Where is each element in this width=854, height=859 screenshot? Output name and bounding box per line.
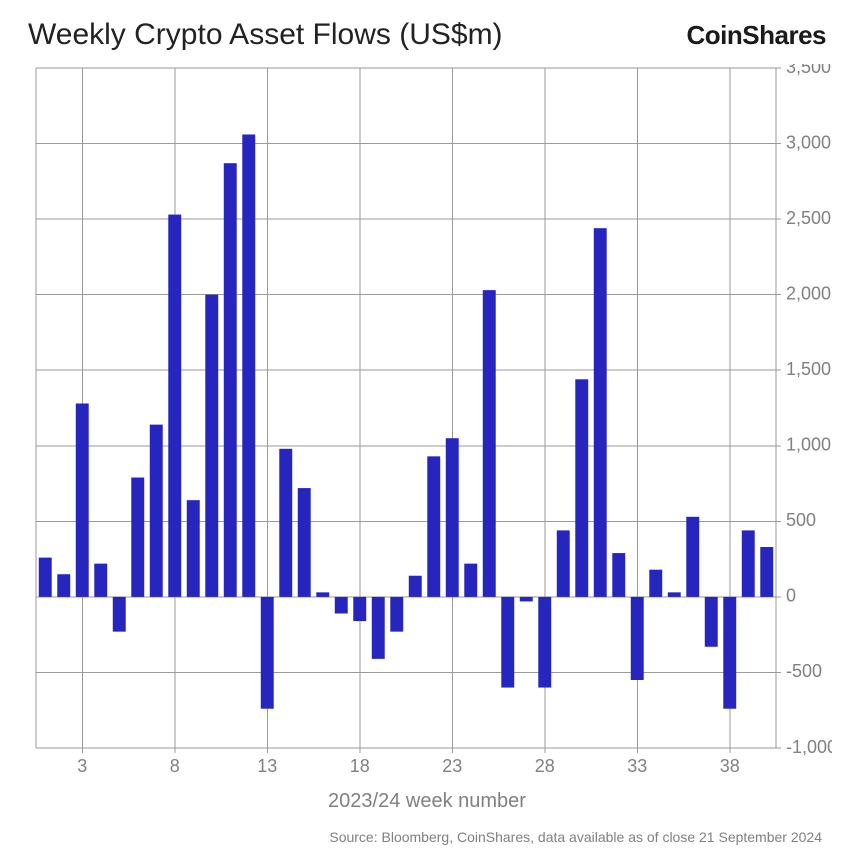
bar xyxy=(446,438,459,597)
svg-text:3: 3 xyxy=(77,756,87,776)
svg-text:13: 13 xyxy=(257,756,277,776)
chart-title: Weekly Crypto Asset Flows (US$m) xyxy=(28,18,503,52)
bar xyxy=(39,558,52,597)
svg-text:-500: -500 xyxy=(786,661,822,681)
bar xyxy=(464,564,477,597)
bar xyxy=(557,530,570,596)
bar xyxy=(760,547,773,597)
svg-text:8: 8 xyxy=(170,756,180,776)
bar xyxy=(427,456,440,597)
bar xyxy=(316,592,329,597)
bar xyxy=(261,597,274,709)
bar-chart: -1,000 -500 0 500 1,000 1,500 2,000 2,500 3,000 3… xyxy=(28,64,832,784)
bar xyxy=(131,478,144,597)
bar xyxy=(538,597,551,688)
bar xyxy=(409,576,422,597)
header: Weekly Crypto Asset Flows (US$m) CoinSha… xyxy=(28,18,826,52)
svg-text:2,000: 2,000 xyxy=(786,283,831,303)
bar xyxy=(113,597,126,632)
svg-text:1,000: 1,000 xyxy=(786,435,831,455)
bar xyxy=(612,553,625,597)
bar xyxy=(224,163,237,597)
bar xyxy=(723,597,736,709)
bar xyxy=(390,597,403,632)
svg-text:-1,000: -1,000 xyxy=(786,737,832,757)
bar xyxy=(501,597,514,688)
bar xyxy=(353,597,366,621)
bar xyxy=(150,425,163,597)
bar xyxy=(483,290,496,597)
bar xyxy=(372,597,385,659)
brand-logo: CoinShares xyxy=(687,20,827,51)
bar xyxy=(279,449,292,597)
bar xyxy=(742,530,755,596)
svg-text:28: 28 xyxy=(535,756,555,776)
bar xyxy=(705,597,718,647)
svg-text:38: 38 xyxy=(720,756,740,776)
svg-text:18: 18 xyxy=(350,756,370,776)
bar xyxy=(594,228,607,597)
svg-text:0: 0 xyxy=(786,586,796,606)
page: Weekly Crypto Asset Flows (US$m) CoinSha… xyxy=(0,0,854,859)
bar xyxy=(168,215,181,597)
source-footnote: Source: Bloomberg, CoinShares, data avai… xyxy=(28,829,826,845)
bar xyxy=(686,517,699,597)
bar xyxy=(57,574,70,597)
svg-text:23: 23 xyxy=(442,756,462,776)
bar xyxy=(187,500,200,597)
bar xyxy=(649,570,662,597)
svg-text:500: 500 xyxy=(786,510,816,530)
bar xyxy=(575,379,588,597)
bar xyxy=(335,597,348,614)
bar xyxy=(668,592,681,597)
bar xyxy=(631,597,644,680)
svg-text:33: 33 xyxy=(627,756,647,776)
bar xyxy=(298,488,311,597)
svg-text:3,500: 3,500 xyxy=(786,64,831,77)
chart-container: -1,000-50005001,0001,5002,0002,5003,0003… xyxy=(28,64,826,784)
bar xyxy=(520,597,533,602)
bar xyxy=(94,564,107,597)
bar xyxy=(242,134,255,596)
x-axis-label: 2023/24 week number xyxy=(28,790,826,813)
svg-text:3,000: 3,000 xyxy=(786,132,831,152)
svg-text:2,500: 2,500 xyxy=(786,208,831,228)
bar xyxy=(76,403,89,596)
svg-text:1,500: 1,500 xyxy=(786,359,831,379)
bar xyxy=(205,295,218,597)
